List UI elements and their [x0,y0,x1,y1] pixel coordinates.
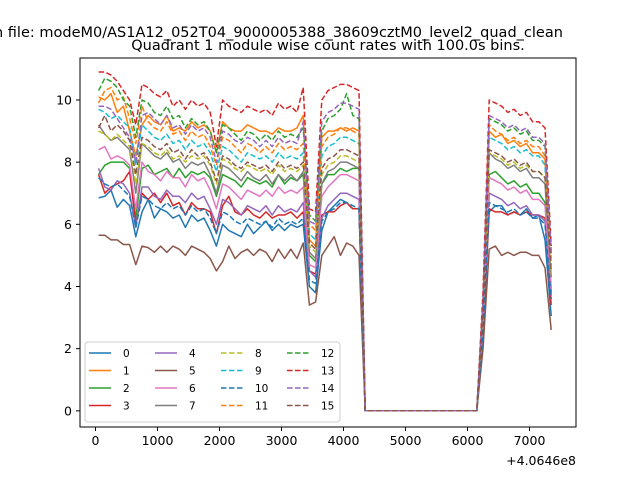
y-tick-label-4: 8 [64,155,72,170]
legend-label-6: 6 [189,383,196,395]
legend-label-1: 1 [123,366,130,378]
legend-label-15: 15 [321,401,334,413]
x-tick-label-5: 5000 [390,433,422,448]
x-tick-label-6: 6000 [452,433,484,448]
axes-frame [79,57,577,428]
series-layer [97,71,552,412]
y-tick-label-5: 10 [56,92,72,107]
series-line-14 [98,102,552,412]
series-line-8 [98,130,552,412]
legend-label-5: 5 [189,366,196,378]
y-axis: 0 2 4 6 8 10 [56,92,80,418]
x-tick-label-7: 7000 [514,433,546,448]
legend-label-9: 9 [255,366,262,378]
series-line-11 [97,86,552,412]
legend-label-10: 10 [255,383,268,395]
x-tick-label-0: 0 [92,433,100,448]
y-tick-label-1: 2 [64,341,72,356]
series-line-1 [98,92,552,412]
series-line-15 [97,114,552,412]
series-line-5 [98,234,552,412]
x-tick-label-1: 1000 [142,433,174,448]
legend-label-8: 8 [255,348,262,360]
legend-label-14: 14 [321,383,335,395]
x-tick-label-3: 3000 [266,433,298,448]
legend-label-12: 12 [321,348,334,360]
series-line-9 [98,108,552,412]
series-line-2 [97,161,552,412]
series-line-0 [98,189,552,412]
y-tick-label-0: 0 [64,403,72,418]
legend-frame [84,341,341,423]
series-line-13 [98,71,552,412]
legend-label-0: 0 [123,348,130,360]
series-line-7 [97,124,552,412]
legend-label-3: 3 [123,401,130,413]
x-offset-label: +4.0646e8 [506,453,576,468]
legend-label-11: 11 [255,401,268,413]
series-line-3 [97,170,552,412]
chart-title: Quadrant 1 module wise count rates with … [131,38,525,54]
legend-label-4: 4 [189,348,196,360]
series-line-6 [98,145,552,412]
legend-label-7: 7 [189,401,196,413]
y-tick-label-3: 6 [64,217,72,232]
series-line-10 [98,177,552,412]
legend-label-13: 13 [321,366,334,378]
x-axis: 0 1000 2000 3000 4000 5000 6000 7000 [92,427,546,448]
legend-label-2: 2 [123,383,130,395]
series-line-4 [97,168,552,412]
y-tick-label-2: 4 [64,279,72,294]
figure-suptitle: n file: modeM0/AS1A12_052T04_9000005388_… [0,25,563,41]
x-tick-label-2: 2000 [204,433,236,448]
x-tick-label-4: 4000 [328,433,360,448]
